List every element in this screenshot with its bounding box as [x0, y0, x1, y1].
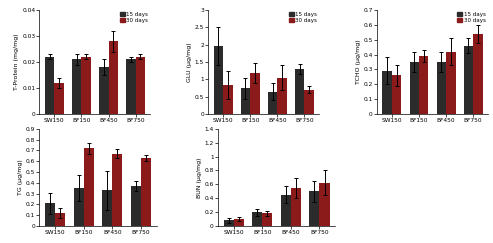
Bar — [392, 75, 401, 114]
Bar — [291, 188, 301, 226]
Bar — [54, 83, 64, 114]
Bar — [45, 57, 54, 114]
Bar — [383, 71, 392, 114]
Bar — [304, 90, 314, 114]
Bar — [252, 212, 262, 226]
Y-axis label: GLU (μg/mg): GLU (μg/mg) — [187, 42, 192, 82]
Bar — [464, 45, 473, 114]
Legend: 15 days, 30 days: 15 days, 30 days — [287, 11, 318, 24]
Bar — [446, 52, 456, 114]
Bar — [262, 214, 272, 226]
Bar — [419, 56, 428, 114]
Bar — [84, 148, 94, 226]
Bar — [234, 219, 244, 226]
Bar — [108, 41, 118, 114]
Bar — [268, 92, 277, 114]
Legend: 15 days, 30 days: 15 days, 30 days — [119, 11, 149, 24]
Bar — [81, 57, 91, 114]
Y-axis label: TG (μg/mg): TG (μg/mg) — [18, 159, 23, 195]
Bar — [112, 154, 122, 226]
Legend: 15 days, 30 days: 15 days, 30 days — [456, 11, 487, 24]
Bar — [473, 34, 483, 114]
Bar — [141, 158, 151, 226]
Bar — [45, 203, 55, 226]
Bar — [295, 69, 304, 114]
Y-axis label: BUN (μg/mg): BUN (μg/mg) — [197, 157, 202, 198]
Bar — [131, 186, 141, 226]
Bar — [241, 88, 250, 114]
Bar — [223, 85, 233, 114]
Y-axis label: TCHO (μg/mg): TCHO (μg/mg) — [356, 40, 361, 84]
Bar — [74, 188, 84, 226]
Bar — [319, 183, 329, 226]
Bar — [250, 73, 260, 114]
Bar — [277, 78, 287, 114]
Bar — [410, 62, 419, 114]
Bar — [224, 220, 234, 226]
Bar — [213, 46, 223, 114]
Bar — [55, 213, 65, 226]
Bar — [136, 57, 145, 114]
Bar — [72, 59, 81, 114]
Bar — [281, 195, 291, 226]
Bar — [103, 190, 112, 226]
Bar — [99, 67, 108, 114]
Bar — [437, 62, 446, 114]
Bar — [126, 59, 136, 114]
Bar — [310, 191, 319, 226]
Y-axis label: T-Protein (mg/mg): T-Protein (mg/mg) — [14, 34, 19, 90]
